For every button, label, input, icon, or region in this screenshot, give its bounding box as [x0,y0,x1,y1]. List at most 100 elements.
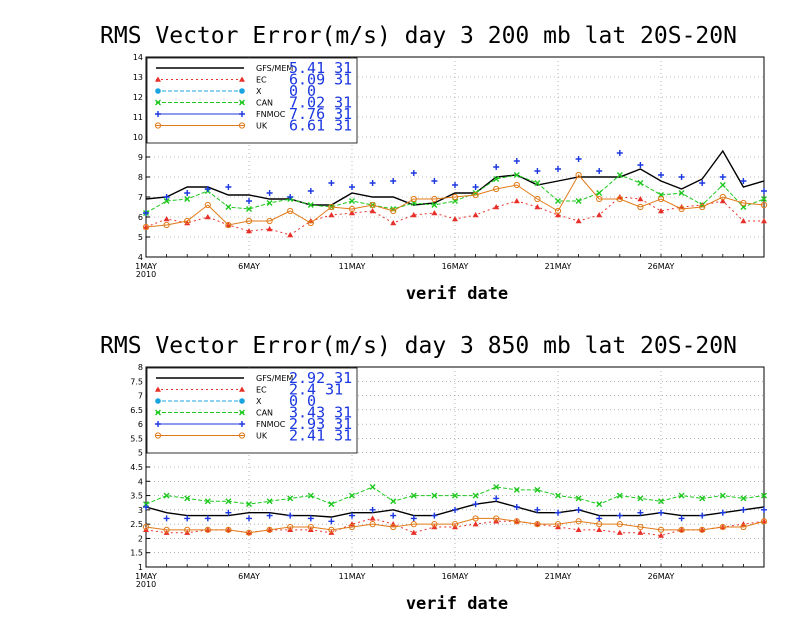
data-point [369,180,376,186]
y-tick-label: 2 [138,534,143,543]
legend-marker [238,432,246,439]
series-can [143,172,767,216]
data-point [719,174,726,180]
data-point [534,204,541,210]
legend-box [146,57,358,144]
legend-series-name: CAN [256,99,273,108]
y-tick-label: 11 [133,113,143,122]
y-tick-label: 7 [138,392,143,401]
y-tick-label: 8 [138,173,143,182]
data-point [472,515,479,522]
data-point [431,195,438,203]
data-point [719,492,726,499]
series-line [145,149,765,206]
data-point [163,526,170,533]
data-point [513,172,520,178]
data-point [431,512,438,519]
data-point [493,495,500,502]
data-point [616,150,623,156]
y-tick-label: 5.5 [130,434,143,443]
data-point [472,501,479,508]
data-point [596,521,603,528]
data-point [658,509,664,516]
legend-series-name: UK [256,432,268,441]
data-point [410,212,417,218]
data-point [534,506,541,513]
data-point [575,171,582,179]
data-point [266,526,273,533]
data-point [699,203,706,211]
data-point [637,509,644,516]
data-point [719,198,726,204]
data-point [658,532,664,538]
data-point [699,180,706,186]
data-point [513,504,520,510]
data-point [163,216,170,222]
data-point [740,218,747,224]
data-point [184,495,191,502]
data-point [596,526,603,533]
data-point [760,518,768,525]
data-point [575,156,582,162]
data-point [143,504,149,510]
data-point [678,526,685,533]
data-point [307,219,314,227]
data-point [245,529,253,536]
data-point [204,515,211,522]
legend-series-stats: 2.41 31 [289,427,352,445]
data-point [348,205,356,213]
data-point [369,506,376,513]
legend-marker [154,122,162,129]
data-point [225,221,232,229]
data-point [472,191,479,199]
data-point [225,509,232,516]
data-point [349,198,355,204]
data-point [719,182,726,188]
data-point [204,498,211,505]
data-point [493,164,500,170]
data-point [451,521,459,528]
data-point [328,180,335,186]
data-point [287,495,294,502]
y-tick-label: 10 [133,133,143,142]
legend-marker [155,398,161,404]
data-point [184,217,191,225]
data-point [678,515,685,522]
legend-series-name: FNMOC [256,420,286,429]
data-point [740,506,747,513]
data-point [349,512,355,519]
data-point [658,172,664,178]
data-point [472,184,479,190]
data-point [142,223,150,231]
data-point [328,212,335,218]
data-point [225,204,232,210]
data-point [493,185,500,193]
legend-series-name: X [256,397,262,406]
data-point [616,529,623,535]
data-point [328,501,335,508]
series-fnmoc [143,495,767,525]
legend-marker [239,99,245,106]
x-tick-label: 26MAY [648,262,675,271]
y-tick-label: 4 [138,253,143,262]
data-point [410,195,417,203]
data-point [328,203,335,211]
data-point [596,212,603,218]
x-tick-label: 1MAY [135,572,157,581]
data-point [431,521,438,528]
data-point [575,506,582,513]
data-point [637,523,644,531]
legend-series-stats: 6.61 31 [289,117,352,135]
data-point [246,206,252,212]
data-point [184,196,191,202]
legend-marker [154,432,162,439]
legend-series-stats: 0 0 [289,82,316,100]
legend-series-name: GFS/MEM [256,374,293,383]
data-point [390,498,397,505]
legend-marker [155,421,161,427]
x-tick-label: 11MAY [339,262,366,271]
legend-series-name: GFS/MEM [256,64,293,73]
data-point [287,232,294,238]
